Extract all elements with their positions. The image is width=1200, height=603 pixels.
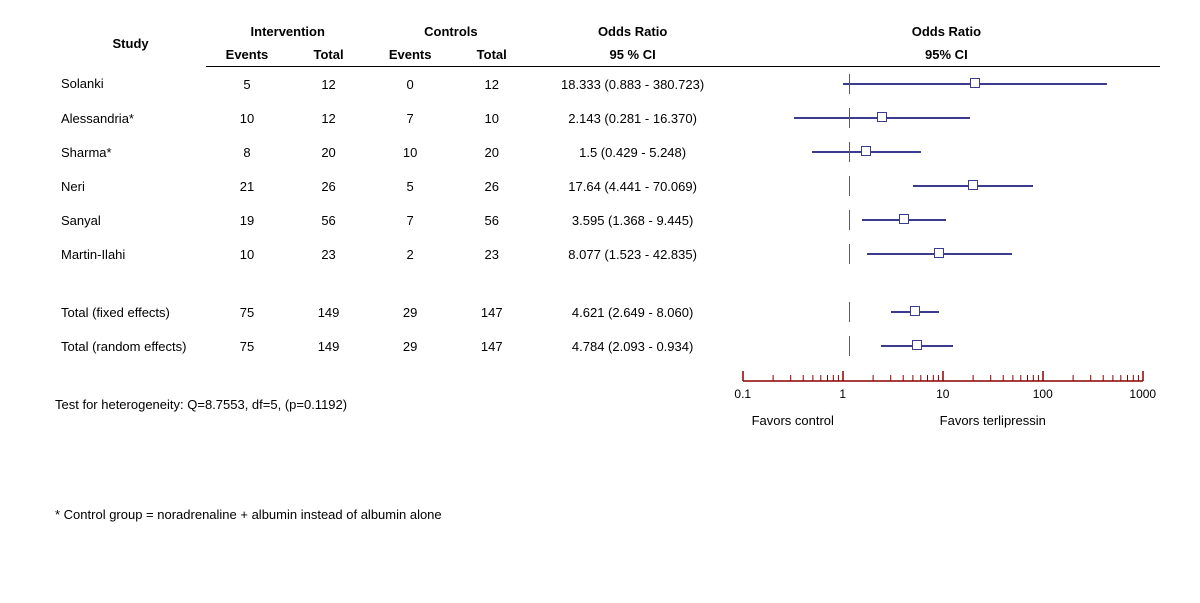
- footnote: * Control group = noradrenaline + albumi…: [55, 507, 1160, 522]
- ref-line: [849, 108, 850, 128]
- forest-body: Solanki51201218.333 (0.883 - 380.723)Ale…: [55, 67, 1160, 364]
- ref-line: [849, 302, 850, 322]
- axis-tick-label: 10: [936, 387, 949, 401]
- ref-line: [849, 244, 850, 264]
- forest-plot-row: [739, 108, 1154, 128]
- point-marker: [934, 248, 944, 258]
- forest-plot-row: [739, 74, 1154, 94]
- ref-line: [849, 142, 850, 162]
- forest-plot-row: [739, 142, 1154, 162]
- point-marker: [912, 340, 922, 350]
- forest-table: Study Intervention Controls Odds Ratio O…: [55, 20, 1160, 363]
- table-row: Solanki51201218.333 (0.883 - 380.723): [55, 67, 1160, 102]
- axis-tick-label: 1000: [1129, 387, 1156, 401]
- ref-line: [849, 176, 850, 196]
- forest-plot-row: [739, 244, 1154, 264]
- table-row: Total (fixed effects)75149291474.621 (2.…: [55, 295, 1160, 329]
- forest-plot-row: [739, 336, 1154, 356]
- forest-plot-row: [739, 176, 1154, 196]
- axis-tick-label: 1: [839, 387, 846, 401]
- hdr-intervention: Intervention: [206, 20, 369, 43]
- table-row: Total (random effects)75149291474.784 (2…: [55, 329, 1160, 363]
- point-marker: [899, 214, 909, 224]
- forest-plot-row: [739, 210, 1154, 230]
- heterogeneity-text: Test for heterogeneity: Q=8.7553, df=5, …: [55, 397, 347, 412]
- axis-labels: 0.1 1 10 100 1000: [733, 387, 1163, 405]
- hdr-c-total: Total: [451, 43, 533, 67]
- point-marker: [861, 146, 871, 156]
- point-marker: [910, 306, 920, 316]
- favors-row: Favors control Favors terlipressin: [733, 413, 1163, 433]
- table-row: Sanyal19567563.595 (1.368 - 9.445): [55, 203, 1160, 237]
- point-marker: [877, 112, 887, 122]
- hdr-controls: Controls: [369, 20, 532, 43]
- table-row: Neri212652617.64 (4.441 - 70.069): [55, 169, 1160, 203]
- axis-block: 0.1 1 10 100 1000 Favors control Favors terlip…: [55, 367, 1160, 452]
- table-row: Sharma*82010201.5 (0.429 - 5.248): [55, 135, 1160, 169]
- point-marker: [968, 180, 978, 190]
- hdr-i-events: Events: [206, 43, 288, 67]
- favors-right: Favors terlipressin: [940, 413, 1046, 428]
- axis: [733, 367, 1163, 387]
- table-row: Martin-Ilahi10232238.077 (1.523 - 42.835…: [55, 237, 1160, 271]
- ref-line: [849, 210, 850, 230]
- ref-line: [849, 74, 850, 94]
- forest-plot-row: [739, 302, 1154, 322]
- table-row: Alessandria*10127102.143 (0.281 - 16.370…: [55, 101, 1160, 135]
- point-marker: [970, 78, 980, 88]
- hdr-c-events: Events: [369, 43, 451, 67]
- ref-line: [849, 336, 850, 356]
- axis-tick-label: 100: [1033, 387, 1053, 401]
- axis-tick-label: 0.1: [734, 387, 751, 401]
- hdr-or-plot: Odds Ratio: [733, 20, 1160, 43]
- hdr-ci-plot: 95% CI: [733, 43, 1160, 67]
- favors-left: Favors control: [752, 413, 834, 428]
- hdr-i-total: Total: [288, 43, 370, 67]
- hdr-study: Study: [55, 20, 206, 67]
- hdr-or: Odds Ratio: [532, 20, 732, 43]
- hdr-ci: 95 % CI: [532, 43, 732, 67]
